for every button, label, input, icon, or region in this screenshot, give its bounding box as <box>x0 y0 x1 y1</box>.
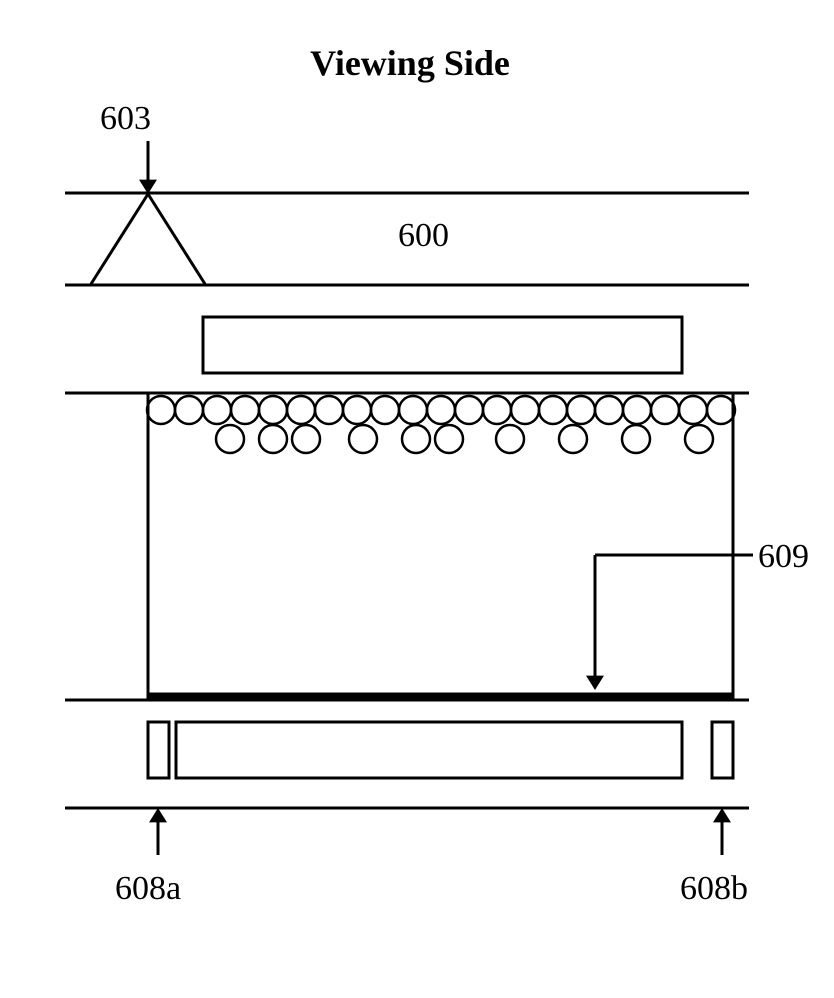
diagram-svg <box>0 0 834 998</box>
